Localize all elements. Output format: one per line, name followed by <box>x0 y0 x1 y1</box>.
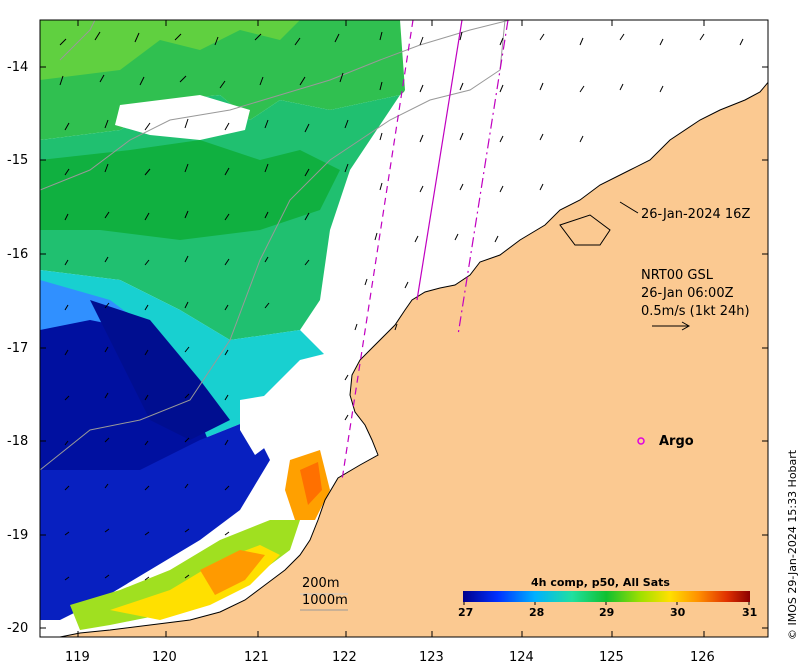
argo-marker <box>637 437 645 445</box>
current-scale-label: 0.5m/s (1kt 24h) <box>641 304 750 319</box>
credit-text: © IMOS 29-Jan-2024 15:33 Hobart <box>786 449 799 640</box>
swath-tracks <box>341 20 509 481</box>
current-vectors <box>59 31 744 581</box>
y-tick-label: -16 <box>7 247 29 262</box>
y-tick-label: -18 <box>7 434 29 449</box>
y-tick-label: -19 <box>7 528 29 543</box>
scale-arrow <box>652 321 691 331</box>
colorbar-tick-label: 30 <box>670 606 686 619</box>
colorbar <box>463 591 750 602</box>
y-tick-label: -20 <box>7 621 29 636</box>
x-tick-label: 119 <box>65 650 90 665</box>
colorbar-tick-label: 31 <box>742 606 758 619</box>
isobaths <box>40 20 511 471</box>
colorbar-tick-label: 29 <box>599 606 615 619</box>
map-frame <box>39 19 769 638</box>
isobath-label-200: 200m <box>302 576 340 591</box>
x-tick-label: 121 <box>244 650 269 665</box>
colorbar-tick-label: 27 <box>458 606 474 619</box>
colorbar-tick-label: 28 <box>529 606 545 619</box>
x-tick-label: 126 <box>690 650 715 665</box>
sst-field <box>40 20 430 630</box>
x-tick-label: 122 <box>332 650 357 665</box>
current-time-label: 26-Jan 06:00Z <box>641 286 734 301</box>
current-product-label: NRT00 GSL <box>641 268 713 283</box>
x-tick-label: 125 <box>599 650 624 665</box>
x-tick-label: 123 <box>419 650 444 665</box>
axis-ticks <box>40 20 768 637</box>
island-patch <box>559 214 611 246</box>
pass-time-label: 26-Jan-2024 16Z <box>641 207 751 222</box>
argo-label: Argo <box>659 434 694 449</box>
y-tick-label: -17 <box>7 341 29 356</box>
x-tick-label: 120 <box>152 650 177 665</box>
pass-time-leader <box>619 201 639 214</box>
y-tick-label: -15 <box>7 153 29 168</box>
y-tick-label: -14 <box>7 60 29 75</box>
colorbar-title: 4h comp, p50, All Sats <box>531 576 670 589</box>
isobath-label-1000: 1000m <box>302 593 348 608</box>
colorbar-ticks <box>463 602 750 605</box>
x-tick-label: 124 <box>509 650 534 665</box>
